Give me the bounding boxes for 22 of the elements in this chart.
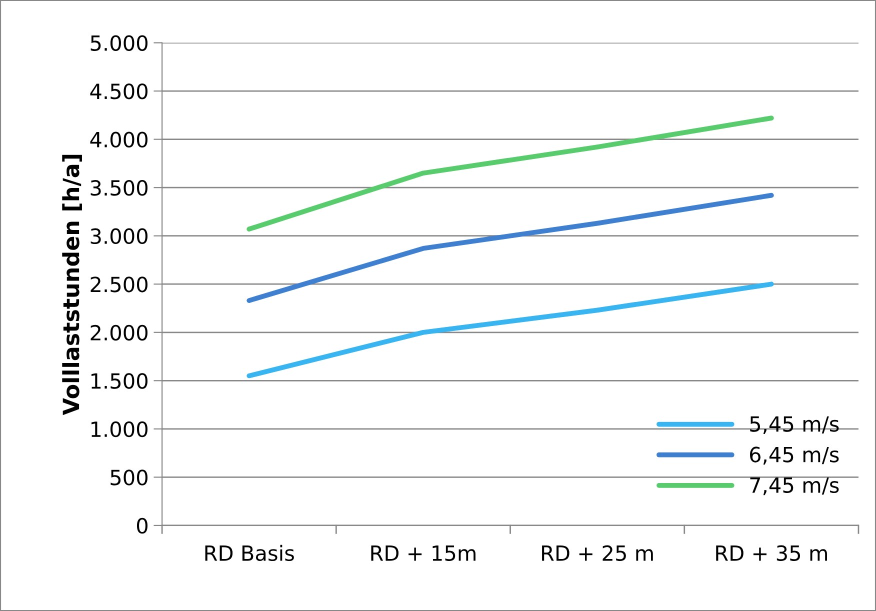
x-tick-label: RD Basis	[205, 544, 294, 562]
legend-label: 6,45 m/s	[750, 446, 839, 465]
y-tick-label: 2.500	[90, 276, 148, 292]
legend-label: 5,45 m/s	[750, 416, 839, 434]
y-axis-title: Volllaststunden [h/a]	[62, 154, 82, 416]
x-tick-label: RD + 35 m	[716, 545, 827, 562]
y-tick-label: 3.500	[90, 180, 148, 196]
y-tick-label: 500	[110, 470, 148, 486]
line-series	[246, 116, 774, 232]
x-tick-label: RD + 15m	[371, 546, 476, 562]
y-tick-label: 4.500	[90, 83, 148, 100]
x-tick-label: RD + 25 m	[542, 545, 653, 562]
y-tick-label: 4.000	[90, 132, 148, 148]
y-tick-label: 5.000	[90, 35, 148, 51]
y-tick-label: 3.000	[90, 228, 148, 244]
y-tick-label: 1.500	[92, 373, 148, 389]
y-tick-label: 2.000	[90, 324, 148, 341]
line-series	[246, 282, 774, 378]
line-series	[246, 192, 774, 303]
legend-label: 7,45 m/s	[750, 478, 839, 496]
y-tick-label: 0	[136, 518, 148, 534]
y-tick-label: 1.000	[92, 421, 148, 438]
